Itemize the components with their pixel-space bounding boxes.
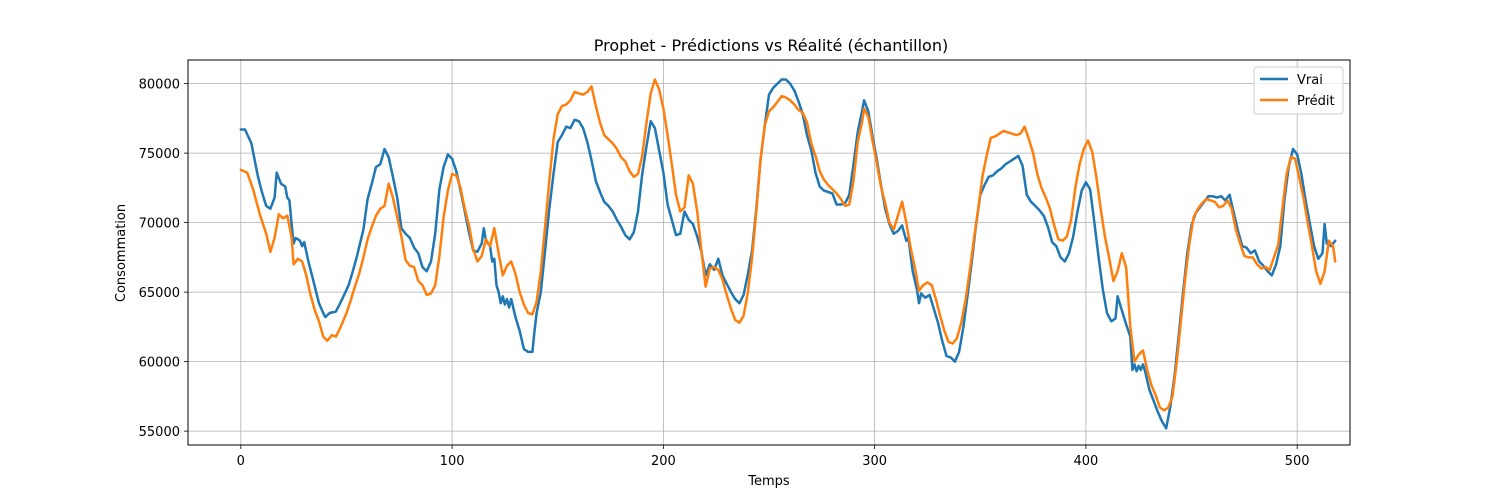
series-line-predit <box>239 78 1337 412</box>
x-tick-label: 100 <box>440 454 465 469</box>
legend: Vrai Prédit <box>1253 66 1344 115</box>
y-tick-label: 60000 <box>139 356 180 371</box>
x-axis: 0 100 200 300 400 500 <box>237 445 1310 469</box>
y-tick-label: 70000 <box>139 217 180 232</box>
plot-frame <box>187 59 1351 446</box>
y-axis-label: Consommation <box>114 204 129 302</box>
y-tick-label: 55000 <box>139 425 180 440</box>
chart-title: Prophet - Prédictions vs Réalité (échant… <box>594 36 948 55</box>
y-tick-label: 65000 <box>139 286 180 301</box>
legend-label-predit: Prédit <box>1297 94 1335 109</box>
grid <box>188 60 1350 445</box>
y-tick-label: 80000 <box>139 78 180 93</box>
legend-label-vrai: Vrai <box>1297 73 1323 88</box>
x-tick-label: 300 <box>862 454 887 469</box>
series-lines <box>239 78 1337 430</box>
x-tick-label: 0 <box>237 454 245 469</box>
x-axis-label: Temps <box>747 474 790 489</box>
y-axis: 55000 60000 65000 70000 75000 80000 <box>139 78 188 440</box>
x-tick-label: 400 <box>1073 454 1098 469</box>
series-line-vrai <box>239 78 1337 430</box>
x-tick-label: 200 <box>651 454 676 469</box>
x-tick-label: 500 <box>1285 454 1310 469</box>
y-tick-label: 75000 <box>139 147 180 162</box>
